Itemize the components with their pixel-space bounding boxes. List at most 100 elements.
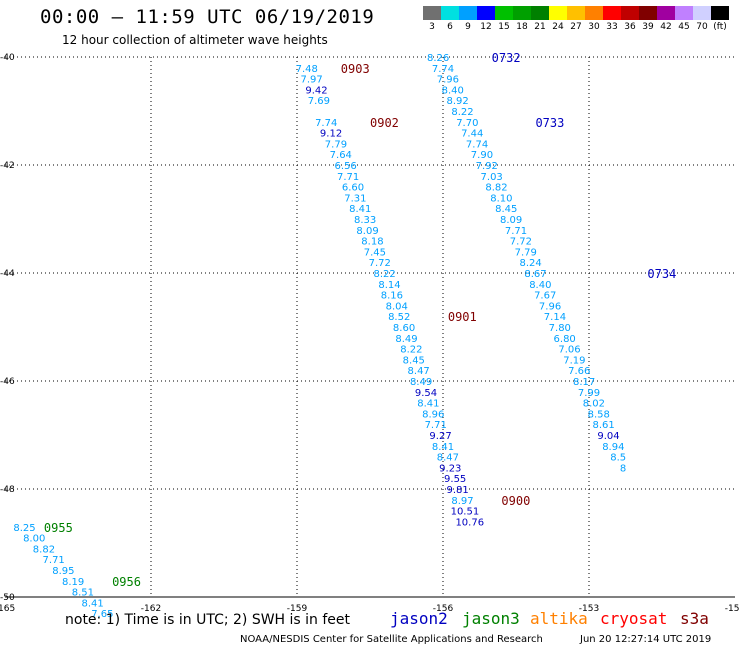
wave-height-value: 8.25 <box>13 523 35 534</box>
wave-height-value: 8.96 <box>422 409 444 420</box>
page-subtitle: 12 hour collection of altimeter wave hei… <box>62 33 328 47</box>
legend-swatch <box>567 6 585 20</box>
track-time-label: 0902 <box>370 116 399 130</box>
wave-height-value: 8.09 <box>356 226 378 237</box>
legend-swatch <box>711 6 729 20</box>
wave-height-value: 9.54 <box>415 388 437 399</box>
track-time-label: 0903 <box>341 62 370 76</box>
lon-tick-label: -150 <box>725 604 740 614</box>
wave-height-value: 7.72 <box>510 237 532 248</box>
sat-jason3: jason3 <box>462 609 520 628</box>
legend-label: 45 <box>678 22 690 32</box>
wave-height-value: 7.48 <box>296 64 318 75</box>
wave-height-value: 6.56 <box>335 161 357 172</box>
wave-height-value: 7.03 <box>481 172 503 183</box>
wave-height-value: 7.64 <box>330 150 352 161</box>
wave-height-value: 8.22 <box>400 345 422 356</box>
legend-label: 33 <box>606 22 618 32</box>
legend-label: (ft) <box>713 22 727 32</box>
wave-height-value: 8.49 <box>410 377 432 388</box>
wave-height-value: 8.41 <box>349 204 371 215</box>
lat-tick-label: -42 <box>0 161 15 171</box>
legend-label: 42 <box>660 22 672 32</box>
wave-height-value: 7.70 <box>456 118 478 129</box>
lon-tick-label: -162 <box>141 604 161 614</box>
wave-height-value: 7.31 <box>344 193 366 204</box>
legend-label: 30 <box>588 22 600 32</box>
wave-height-value: 8.51 <box>72 588 94 599</box>
wave-height-value: 7.79 <box>325 139 347 150</box>
legend-label: 27 <box>570 22 582 32</box>
wave-height-value: 9.55 <box>444 474 466 485</box>
wave-height-value: 7.96 <box>437 75 459 86</box>
wave-height-value: 8.82 <box>485 183 507 194</box>
wave-height-value: 8.40 <box>529 280 551 291</box>
lon-tick-label: -159 <box>287 604 308 614</box>
wave-height-value: 7.65 <box>91 609 113 620</box>
wave-height-value: 8.58 <box>588 409 610 420</box>
lon-tick-label: -165 <box>0 604 15 614</box>
wave-height-value: 7.92 <box>476 161 498 172</box>
wave-height-value: 8.09 <box>500 215 522 226</box>
timestamp-text: Jun 20 12:27:14 UTC 2019 <box>580 634 712 645</box>
credit-text: NOAA/NESDIS Center for Satellite Applica… <box>240 634 543 645</box>
sat-cryosat: cryosat <box>600 609 668 628</box>
wave-height-value: 8.47 <box>437 453 459 464</box>
legend-swatch <box>423 6 441 20</box>
track-time-label: 0900 <box>501 494 530 508</box>
legend-label: 70 <box>696 22 708 32</box>
wave-height-value: 8.22 <box>373 269 395 280</box>
wave-height-value: 8.22 <box>451 107 473 118</box>
legend-swatch <box>459 6 477 20</box>
wave-height-value: 8.10 <box>490 193 512 204</box>
legend-swatch <box>495 6 513 20</box>
wave-height-value: 8.04 <box>386 301 408 312</box>
legend-swatch <box>513 6 531 20</box>
wave-height-value: 8 <box>620 463 626 474</box>
legend-swatch <box>477 6 495 20</box>
wave-height-value: 7.96 <box>539 301 561 312</box>
wave-height-value: 8.95 <box>52 566 74 577</box>
wave-height-value: 8.40 <box>442 85 464 96</box>
wave-height-value: 8.67 <box>524 269 546 280</box>
legend-label: 9 <box>465 22 471 32</box>
legend-label: 21 <box>534 22 546 32</box>
wave-height-value: 7.71 <box>505 226 527 237</box>
wave-height-value: 7.67 <box>534 291 556 302</box>
wave-height-value: 6.80 <box>554 334 576 345</box>
footer-note: note: 1) Time is in UTC; 2) SWH is in fe… <box>65 612 351 628</box>
wave-height-value: 8.16 <box>381 291 403 302</box>
wave-height-value: 8.45 <box>495 204 517 215</box>
legend-label: 24 <box>552 22 564 32</box>
wave-height-value: 8.41 <box>81 598 103 609</box>
sat-altika: altika <box>530 609 588 628</box>
wave-height-value: 8.41 <box>417 399 439 410</box>
wave-height-value: 8.14 <box>378 280 400 291</box>
legend-label: 3 <box>429 22 435 32</box>
track-time-label: 0733 <box>535 116 564 130</box>
wave-height-value: 8.49 <box>395 334 417 345</box>
track-time-label: 0732 <box>492 51 521 65</box>
wave-height-value: 8.61 <box>592 420 614 431</box>
legend-label: 12 <box>480 22 492 32</box>
wave-height-value: 7.71 <box>43 555 65 566</box>
sat-jason2: jason2 <box>390 609 448 628</box>
wave-height-value: 8.47 <box>408 366 430 377</box>
legend-swatch <box>585 6 603 20</box>
legend-swatch <box>441 6 459 20</box>
legend-label: 15 <box>498 22 510 32</box>
wave-height-value: 7.80 <box>549 323 571 334</box>
wave-height-value: 9.12 <box>320 129 342 140</box>
wave-height-value: 8.41 <box>432 442 454 453</box>
wave-height-value: 10.51 <box>451 507 480 518</box>
legend-swatch <box>693 6 711 20</box>
lat-tick-label: -40 <box>0 53 15 63</box>
legend-labels: 3 6 9 12 15 18 21 24 27 30 33 36 39 42 45 70 (ft) <box>423 22 729 32</box>
wave-height-value: 8.52 <box>388 312 410 323</box>
page-title: 00:00 – 11:59 UTC 06/19/2019 <box>40 6 375 28</box>
wave-height-value: 7.71 <box>337 172 359 183</box>
color-legend <box>423 6 729 20</box>
wave-height-value: 9.81 <box>446 485 468 496</box>
